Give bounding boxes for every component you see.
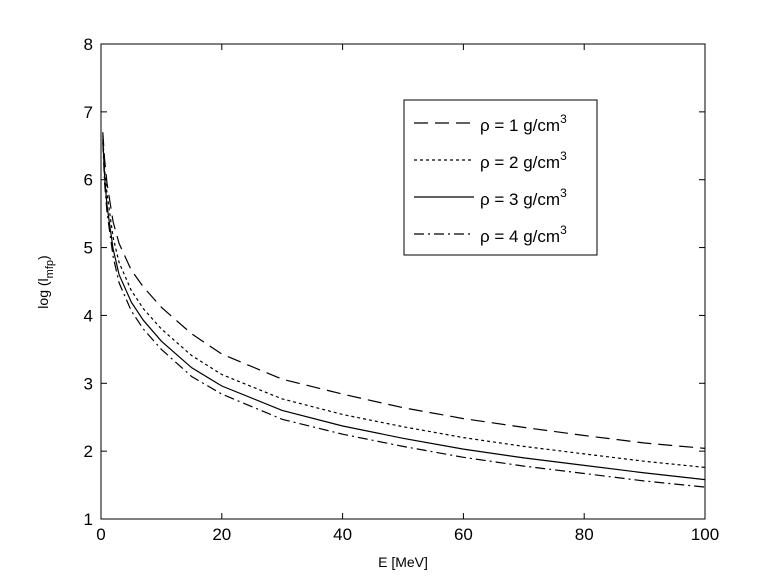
x-tick-labels: 0 20 40 60 80 100 xyxy=(96,525,719,544)
y-tick-label: 2 xyxy=(84,442,93,461)
legend-label-1: ρ = 1 g/cm3 xyxy=(480,112,567,135)
x-tick-label: 20 xyxy=(212,525,231,544)
legend-label-3: ρ = 3 g/cm3 xyxy=(480,186,567,209)
legend-box xyxy=(403,99,598,256)
legend-label-2: ρ = 2 g/cm3 xyxy=(480,149,567,172)
x-tick-label: 80 xyxy=(575,525,594,544)
y-tick-label: 1 xyxy=(84,510,93,529)
x-axis-label: E [MeV] xyxy=(378,554,428,570)
series-line-4 xyxy=(102,142,706,488)
y-axis-label-subscript: mfp xyxy=(44,260,56,278)
y-tick-label: 7 xyxy=(84,103,93,122)
x-tick-label: 0 xyxy=(96,525,105,544)
y-tick-label: 5 xyxy=(84,239,93,258)
y-tick-labels: 1 2 3 4 5 6 7 8 xyxy=(84,35,93,529)
series-line-3 xyxy=(102,138,706,481)
series-line-2 xyxy=(102,135,706,468)
series-line-1 xyxy=(102,132,706,449)
x-tick-label: 40 xyxy=(333,525,352,544)
y-axis-label: log (lmfp) xyxy=(35,255,56,308)
series-lines xyxy=(102,132,706,488)
y-tick-label: 8 xyxy=(84,35,93,54)
y-tick-label: 3 xyxy=(84,374,93,393)
y-tick-label: 6 xyxy=(84,171,93,190)
legend: ρ = 1 g/cm3 ρ = 2 g/cm3 ρ = 3 g/cm3 ρ = 4 g… xyxy=(403,99,598,256)
plot-area xyxy=(100,43,706,520)
x-tick-label: 60 xyxy=(454,525,473,544)
legend-label-4: ρ = 4 g/cm3 xyxy=(480,223,567,246)
x-tick-label: 100 xyxy=(691,525,719,544)
y-tick-label: 4 xyxy=(84,306,93,325)
